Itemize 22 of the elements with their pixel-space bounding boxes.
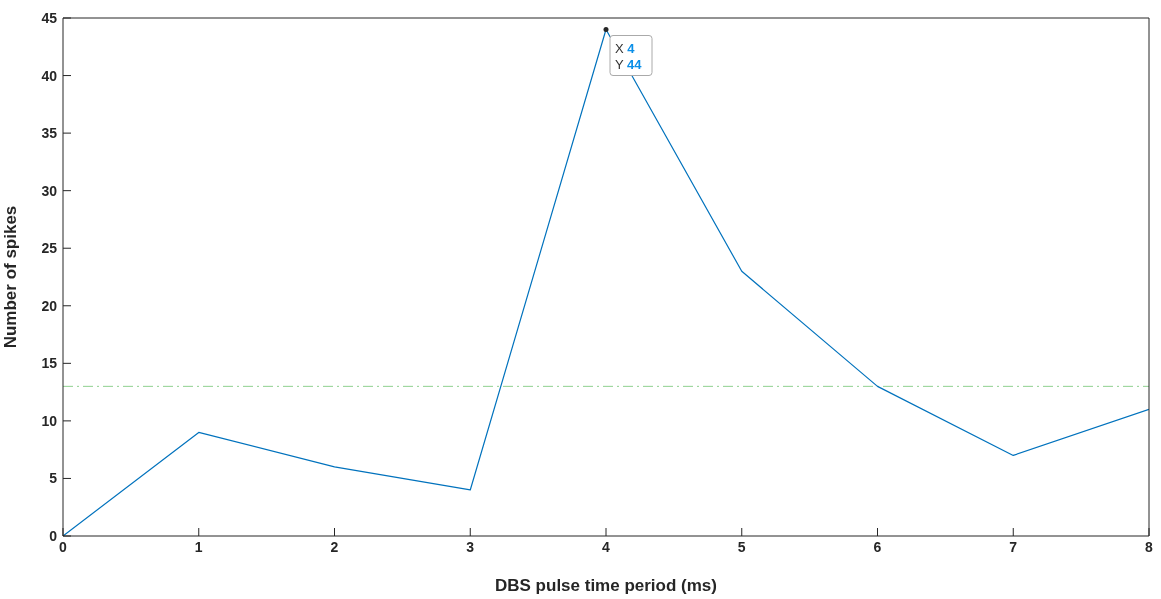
x-tick-label: 6 [873, 538, 882, 555]
y-tick-label: 20 [41, 297, 58, 314]
y-tick-label: 15 [41, 355, 58, 372]
x-tick-label: 2 [330, 538, 339, 555]
y-tick-label: 10 [41, 412, 58, 429]
annotation: Y 44 [615, 56, 643, 72]
y-tick-label: 45 [41, 9, 58, 26]
y-tick-label: 5 [49, 470, 58, 487]
y-tick-label: 0 [49, 527, 58, 544]
x-axis-title: DBS pulse time period (ms) [495, 576, 717, 595]
y-axis-title: Number of spikes [1, 205, 21, 349]
x-tick-label: 4 [602, 538, 611, 555]
x-tick-label: 1 [194, 538, 203, 555]
annotation: X 4 [615, 40, 636, 56]
y-tick-label: 30 [41, 182, 58, 199]
y-tick-label: 25 [41, 240, 58, 257]
y-tick-label: 40 [41, 67, 58, 84]
x-tick-label: 7 [1009, 538, 1018, 555]
x-tick-label: 5 [737, 538, 746, 555]
x-tick-label: 3 [466, 538, 475, 555]
y-tick-label: 35 [41, 125, 58, 142]
x-tick-label: 8 [1145, 538, 1154, 555]
